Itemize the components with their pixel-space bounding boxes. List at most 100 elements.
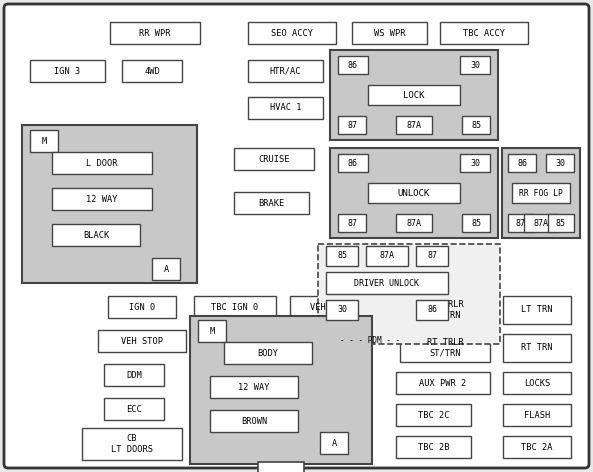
Bar (234, 192, 309, 214)
Bar (366, 246, 408, 266)
Bar (152, 258, 180, 280)
Text: AUX PWR 2: AUX PWR 2 (419, 379, 467, 388)
Bar (548, 214, 574, 232)
Text: 30: 30 (337, 305, 347, 314)
Text: BRAKE: BRAKE (259, 199, 285, 208)
Text: LT TRLR
ST/TRN: LT TRLR ST/TRN (426, 300, 463, 320)
Text: 30: 30 (470, 60, 480, 69)
Text: 87A: 87A (380, 252, 394, 261)
Text: 4WD: 4WD (144, 67, 160, 76)
Text: 87: 87 (347, 219, 357, 228)
Text: HVAC 1: HVAC 1 (270, 103, 301, 112)
Text: 86: 86 (517, 159, 527, 168)
Bar (416, 300, 448, 320)
Bar (352, 22, 427, 44)
Bar (503, 372, 571, 394)
Text: 87A: 87A (534, 219, 549, 228)
Text: CRUISE: CRUISE (258, 154, 290, 163)
Bar (82, 428, 182, 460)
Text: TBC IGN 0: TBC IGN 0 (211, 303, 259, 312)
Bar (368, 183, 460, 203)
Bar (502, 148, 580, 238)
Bar (440, 22, 528, 44)
Bar (210, 410, 298, 432)
Bar (108, 296, 176, 318)
Text: WS WPR: WS WPR (374, 28, 405, 37)
Bar (52, 224, 140, 246)
Bar (503, 334, 571, 362)
Bar (512, 183, 570, 203)
Bar (198, 320, 226, 342)
Text: 30: 30 (470, 159, 480, 168)
Bar (52, 152, 152, 174)
Bar (30, 130, 58, 152)
Bar (330, 148, 498, 238)
Text: IGN 0: IGN 0 (129, 303, 155, 312)
Bar (98, 330, 186, 352)
Text: RT TRN: RT TRN (521, 344, 553, 353)
Text: 87A: 87A (406, 219, 422, 228)
Text: LOCKS: LOCKS (524, 379, 550, 388)
Text: 87: 87 (427, 252, 437, 261)
Bar (503, 404, 571, 426)
Bar (22, 125, 197, 283)
Text: TBC ACCY: TBC ACCY (463, 28, 505, 37)
Bar (462, 116, 490, 134)
Text: SEO ACCY: SEO ACCY (271, 28, 313, 37)
Bar (318, 244, 500, 344)
Text: BROWN: BROWN (241, 416, 267, 425)
Text: TBC 2A: TBC 2A (521, 443, 553, 452)
Bar (104, 398, 164, 420)
Text: DDM: DDM (126, 371, 142, 379)
Text: A: A (331, 438, 337, 447)
Bar (400, 334, 490, 362)
Text: 85: 85 (471, 120, 481, 129)
Text: RR FOG LP: RR FOG LP (519, 188, 563, 197)
Text: 86: 86 (348, 60, 358, 69)
Bar (416, 246, 448, 266)
Text: 87: 87 (516, 219, 526, 228)
Bar (194, 296, 276, 318)
Text: HTR/AC: HTR/AC (270, 67, 301, 76)
Text: UNLOCK: UNLOCK (398, 188, 430, 197)
Bar (508, 214, 534, 232)
Bar (460, 56, 490, 74)
Text: 85: 85 (556, 219, 566, 228)
Bar (224, 342, 312, 364)
Text: 12 WAY: 12 WAY (238, 382, 270, 391)
Text: ECC: ECC (126, 405, 142, 413)
Bar (330, 50, 498, 140)
Bar (320, 432, 348, 454)
Text: 87: 87 (347, 120, 357, 129)
Text: TBC 2B: TBC 2B (417, 443, 449, 452)
Text: A: A (164, 264, 168, 273)
Text: 86: 86 (427, 305, 437, 314)
Bar (508, 154, 536, 172)
Bar (503, 296, 571, 324)
Text: CB
LT DOORS: CB LT DOORS (111, 434, 153, 454)
Bar (326, 246, 358, 266)
Bar (338, 154, 368, 172)
Bar (396, 116, 432, 134)
Bar (248, 60, 323, 82)
Text: IGN 3: IGN 3 (55, 67, 81, 76)
Bar (326, 272, 448, 294)
Bar (524, 214, 558, 232)
Bar (326, 300, 358, 320)
Text: LOCK: LOCK (403, 91, 425, 100)
Bar (248, 97, 323, 119)
Bar (338, 214, 366, 232)
Text: VEH CHMSL: VEH CHMSL (310, 303, 358, 312)
Text: M: M (209, 327, 215, 336)
Bar (290, 296, 378, 318)
Bar (396, 404, 471, 426)
Text: BODY: BODY (257, 348, 279, 357)
Text: VEH STOP: VEH STOP (121, 337, 163, 346)
Text: M: M (42, 136, 47, 145)
Bar (104, 364, 164, 386)
Bar (234, 148, 314, 170)
Bar (338, 56, 368, 74)
Bar (258, 462, 304, 472)
Bar (30, 60, 105, 82)
Text: L DOOR: L DOOR (86, 159, 118, 168)
